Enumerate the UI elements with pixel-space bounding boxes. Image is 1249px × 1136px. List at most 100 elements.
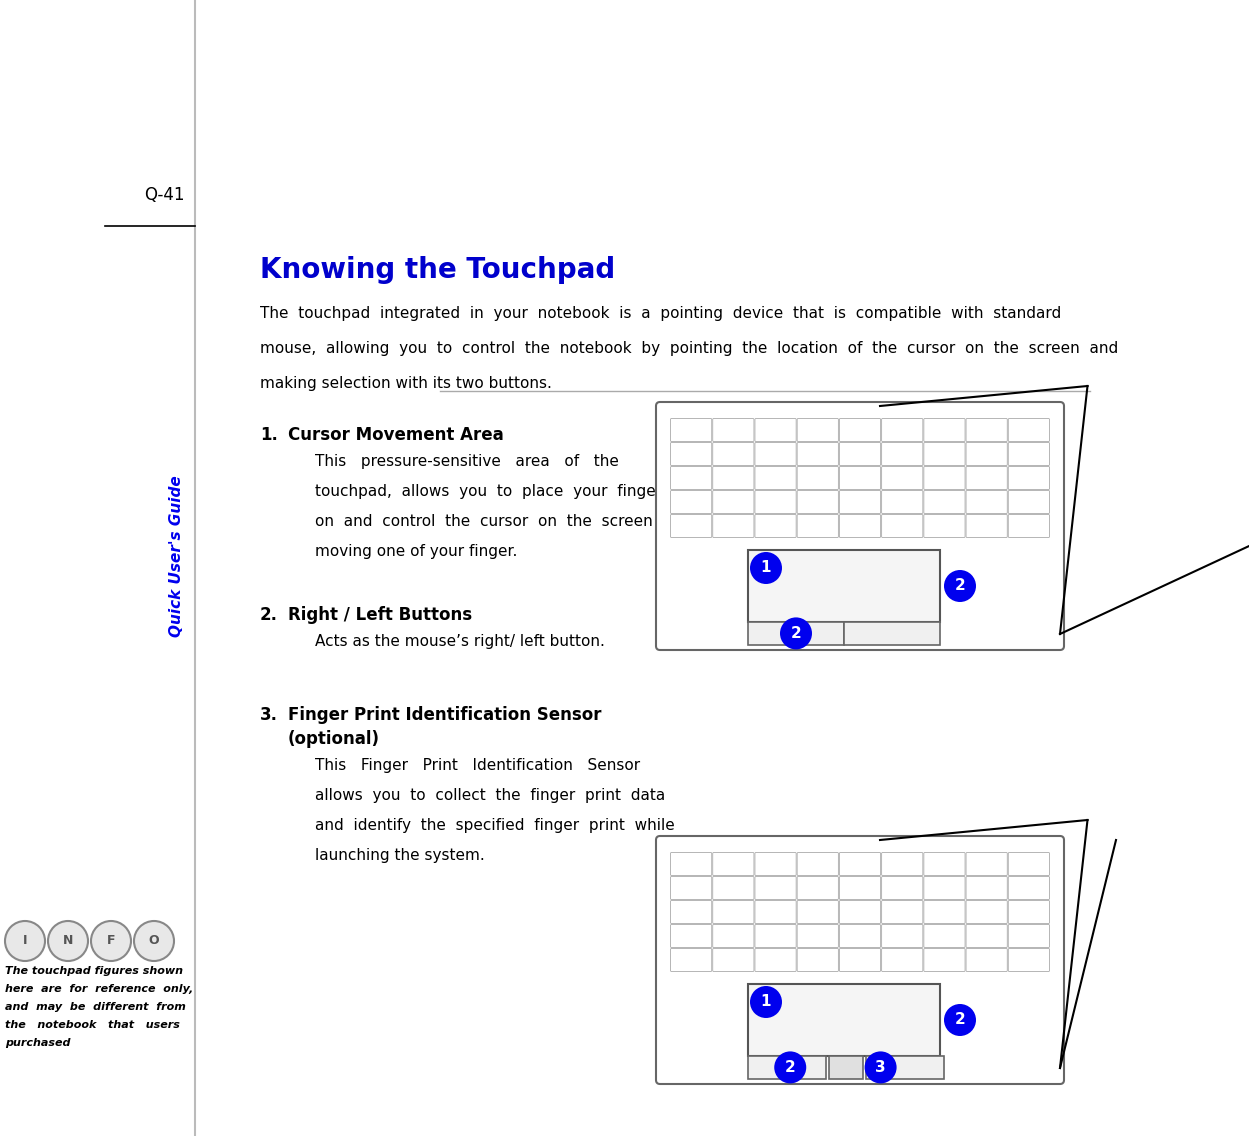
FancyBboxPatch shape: [671, 467, 712, 490]
FancyBboxPatch shape: [1008, 949, 1049, 971]
FancyBboxPatch shape: [713, 515, 754, 537]
FancyBboxPatch shape: [882, 443, 923, 466]
Bar: [748, 1056, 826, 1079]
FancyBboxPatch shape: [797, 949, 838, 971]
FancyBboxPatch shape: [839, 949, 881, 971]
FancyBboxPatch shape: [797, 443, 838, 466]
Text: here  are  for  reference  only,: here are for reference only,: [5, 984, 194, 994]
Text: making selection with its two buttons.: making selection with its two buttons.: [260, 376, 552, 391]
FancyBboxPatch shape: [713, 418, 754, 442]
Text: Q-41: Q-41: [145, 186, 185, 204]
FancyBboxPatch shape: [713, 852, 754, 876]
FancyBboxPatch shape: [839, 925, 881, 947]
FancyBboxPatch shape: [754, 418, 796, 442]
FancyBboxPatch shape: [1008, 515, 1049, 537]
Text: launching the system.: launching the system.: [315, 847, 485, 863]
FancyBboxPatch shape: [656, 402, 1064, 650]
Text: and  may  be  different  from: and may be different from: [5, 1002, 186, 1012]
FancyBboxPatch shape: [924, 949, 965, 971]
FancyBboxPatch shape: [671, 949, 712, 971]
Text: 3.: 3.: [260, 705, 279, 724]
Bar: [844, 623, 940, 645]
FancyBboxPatch shape: [671, 877, 712, 900]
FancyBboxPatch shape: [924, 925, 965, 947]
FancyBboxPatch shape: [882, 418, 923, 442]
Bar: [867, 1056, 944, 1079]
Circle shape: [91, 921, 131, 961]
Bar: [828, 1056, 863, 1079]
Circle shape: [749, 552, 782, 584]
FancyBboxPatch shape: [754, 467, 796, 490]
Text: 2: 2: [954, 578, 965, 593]
Circle shape: [134, 921, 174, 961]
Text: moving one of your finger.: moving one of your finger.: [315, 544, 517, 559]
Text: mouse,  allowing  you  to  control  the  notebook  by  pointing  the  location  : mouse, allowing you to control the noteb…: [260, 341, 1118, 356]
Text: Finger Print Identification Sensor: Finger Print Identification Sensor: [289, 705, 602, 724]
FancyBboxPatch shape: [754, 443, 796, 466]
FancyBboxPatch shape: [671, 443, 712, 466]
Text: I: I: [22, 935, 27, 947]
FancyBboxPatch shape: [713, 877, 754, 900]
FancyBboxPatch shape: [839, 443, 881, 466]
FancyBboxPatch shape: [882, 852, 923, 876]
Text: O: O: [149, 935, 160, 947]
FancyBboxPatch shape: [839, 852, 881, 876]
FancyBboxPatch shape: [797, 901, 838, 924]
FancyBboxPatch shape: [882, 877, 923, 900]
FancyBboxPatch shape: [754, 925, 796, 947]
Text: N: N: [62, 935, 74, 947]
FancyBboxPatch shape: [797, 515, 838, 537]
FancyBboxPatch shape: [882, 901, 923, 924]
FancyBboxPatch shape: [882, 491, 923, 513]
Text: Knowing the Touchpad: Knowing the Touchpad: [260, 256, 616, 284]
Text: purchased: purchased: [5, 1038, 70, 1049]
FancyBboxPatch shape: [965, 467, 1007, 490]
FancyBboxPatch shape: [924, 852, 965, 876]
FancyBboxPatch shape: [839, 467, 881, 490]
FancyBboxPatch shape: [797, 491, 838, 513]
Circle shape: [5, 921, 45, 961]
Circle shape: [864, 1052, 897, 1084]
Text: on  and  control  the  cursor  on  the  screen  by: on and control the cursor on the screen …: [315, 513, 681, 529]
Text: 1: 1: [761, 560, 771, 576]
FancyBboxPatch shape: [965, 852, 1007, 876]
FancyBboxPatch shape: [797, 467, 838, 490]
FancyBboxPatch shape: [713, 925, 754, 947]
FancyBboxPatch shape: [797, 418, 838, 442]
FancyBboxPatch shape: [713, 949, 754, 971]
FancyBboxPatch shape: [713, 443, 754, 466]
Bar: [748, 623, 844, 645]
FancyBboxPatch shape: [671, 491, 712, 513]
FancyBboxPatch shape: [754, 852, 796, 876]
Text: allows  you  to  collect  the  finger  print  data: allows you to collect the finger print d…: [315, 788, 666, 803]
FancyBboxPatch shape: [965, 949, 1007, 971]
FancyBboxPatch shape: [839, 418, 881, 442]
FancyBboxPatch shape: [924, 515, 965, 537]
FancyBboxPatch shape: [754, 901, 796, 924]
FancyBboxPatch shape: [671, 852, 712, 876]
Circle shape: [779, 617, 812, 650]
FancyBboxPatch shape: [965, 901, 1007, 924]
FancyBboxPatch shape: [1008, 418, 1049, 442]
FancyBboxPatch shape: [924, 491, 965, 513]
FancyBboxPatch shape: [924, 467, 965, 490]
FancyBboxPatch shape: [1008, 443, 1049, 466]
Text: This   Finger   Print   Identification   Sensor: This Finger Print Identification Sensor: [315, 758, 641, 772]
FancyBboxPatch shape: [839, 877, 881, 900]
FancyBboxPatch shape: [713, 901, 754, 924]
FancyBboxPatch shape: [1008, 925, 1049, 947]
FancyBboxPatch shape: [924, 901, 965, 924]
FancyBboxPatch shape: [924, 443, 965, 466]
Circle shape: [749, 986, 782, 1018]
Circle shape: [774, 1052, 807, 1084]
FancyBboxPatch shape: [882, 949, 923, 971]
FancyBboxPatch shape: [671, 901, 712, 924]
Text: (optional): (optional): [289, 730, 380, 747]
Text: Cursor Movement Area: Cursor Movement Area: [289, 426, 503, 444]
Text: touchpad,  allows  you  to  place  your  finger: touchpad, allows you to place your finge…: [315, 484, 662, 499]
FancyBboxPatch shape: [754, 491, 796, 513]
FancyBboxPatch shape: [924, 877, 965, 900]
FancyBboxPatch shape: [965, 418, 1007, 442]
Text: Right / Left Buttons: Right / Left Buttons: [289, 605, 472, 624]
FancyBboxPatch shape: [797, 852, 838, 876]
